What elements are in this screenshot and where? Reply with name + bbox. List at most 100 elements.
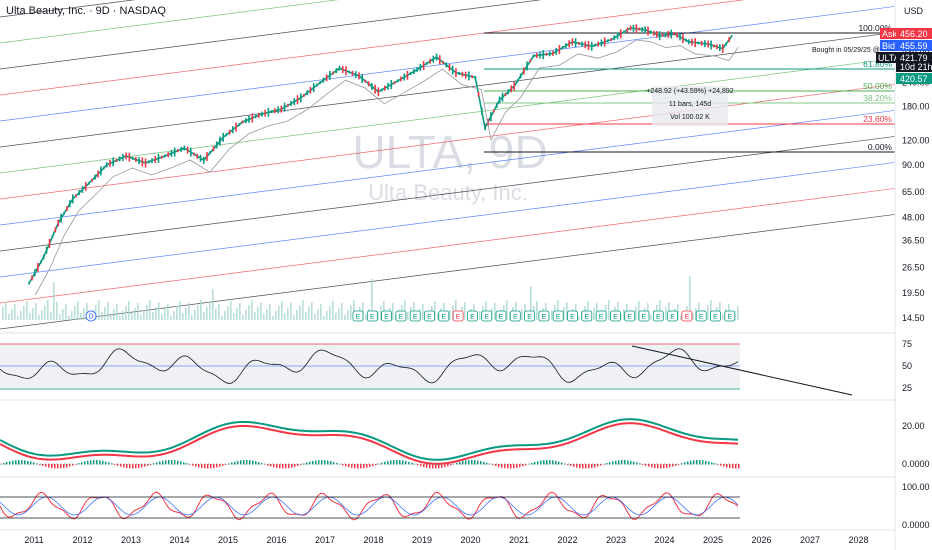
macd-histogram-bar [567,464,569,466]
macd-histogram-bar [369,464,371,467]
volume-bar [392,303,394,320]
macd-histogram-bar [444,464,446,468]
earnings-marker-label: E [470,314,475,321]
macd-histogram-bar [441,464,443,468]
earnings-marker-label: E [613,314,618,321]
price-candle [332,71,334,75]
macd-histogram-bar [501,464,503,468]
price-candle [653,30,655,36]
macd-histogram-bar [30,461,32,465]
volume-bar [320,304,322,320]
price-candle [650,30,652,34]
price-candle [118,156,121,162]
volume-bar [161,314,163,320]
macd-histogram-bar [321,460,323,465]
price-candle [539,51,541,59]
price-candle [329,70,331,80]
earnings-marker-label: E [627,314,632,321]
macd-histogram-bar [309,461,311,465]
price-candle [51,235,54,239]
macd-histogram-bar [420,464,422,467]
volume-bar [593,308,595,320]
price-candle [277,106,279,114]
macd-histogram-bar [117,464,119,466]
volume-bar [284,313,286,320]
price-candle [322,77,325,83]
macd-histogram-bar [639,463,641,465]
macd-histogram-bar [612,461,614,465]
volume-bar [707,305,709,320]
volume-bar [239,303,241,320]
price-candle [384,85,386,91]
volume-bar [95,305,97,320]
stoch-k-line [0,491,739,521]
price-candle [180,146,182,152]
fib-label: 50.00% [863,81,892,91]
macd-histogram-bar [375,464,377,466]
volume-bar [212,289,214,320]
macd-histogram-bar [336,462,338,465]
price-candle [523,67,525,75]
volume-bar [449,310,451,320]
volume-bar [260,302,262,320]
channel-line [0,0,745,96]
price-candle [138,157,140,165]
volume-bar [380,306,382,320]
macd-histogram-bar [666,464,668,468]
price-candle [251,113,254,123]
macd-histogram-bar [693,460,695,465]
price-candle [581,41,583,47]
price-candle [177,149,179,153]
macd-histogram-bar [273,464,275,468]
price-candle [28,281,30,285]
volume-bar [155,307,157,320]
volume-bar [164,309,166,320]
price-candle [504,92,507,96]
macd-histogram-bar [648,464,650,467]
macd-histogram-bar [384,461,386,465]
macd-histogram-bar [540,460,542,465]
svg-text:455.59: 455.59 [900,41,928,51]
channel-line [0,162,896,278]
macd-histogram-bar [684,462,686,465]
macd-histogram-bar [237,460,239,465]
price-candle [319,81,321,85]
price-candle [364,79,367,83]
volume-bar [263,314,265,320]
moving-average [34,39,739,296]
macd-histogram-bar [399,460,401,465]
volume-bar [140,315,142,320]
volume-bar [305,312,307,320]
price-candle [644,26,646,34]
price-candle [679,33,681,41]
price-candle [358,72,360,80]
volume-bar [338,308,340,320]
volume-bar [353,300,355,320]
price-candle [151,158,153,164]
macd-histogram-bar [147,464,149,466]
price-candle [529,59,532,63]
price-candle [584,41,587,49]
earnings-marker [509,310,521,322]
volume-bar [233,313,235,320]
macd-histogram-bar [651,464,653,468]
price-candle [66,206,68,212]
macd-histogram-bar [255,461,257,465]
macd-histogram-bar [504,464,506,469]
price-candle [39,260,42,264]
price-tick-label: 120.00 [902,136,930,146]
macd-histogram-bar [570,464,572,466]
price-candle [105,162,108,168]
volume-bar [65,304,67,320]
earnings-marker-label: E [399,314,404,321]
price-candle [526,61,528,71]
earnings-marker-label: E [441,314,446,321]
volume-bar [29,313,31,320]
volume-bar [248,305,250,320]
price-candle [396,79,399,83]
volume-bar [332,301,334,320]
price-candle [516,79,519,83]
volume-bar [179,301,181,320]
macd-histogram-bar [600,464,602,466]
